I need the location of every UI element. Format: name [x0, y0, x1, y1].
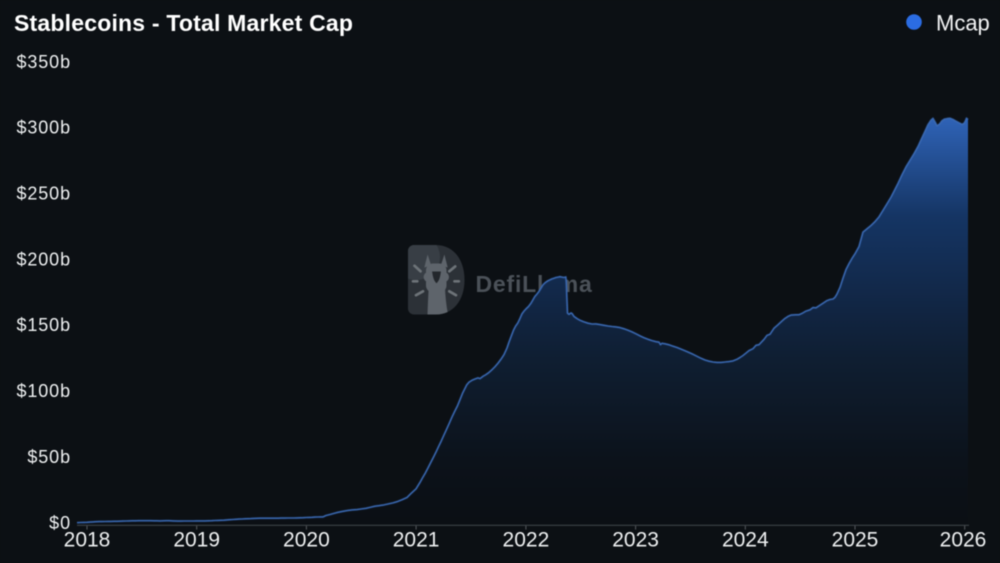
svg-text:2019: 2019 — [173, 528, 220, 551]
svg-text:2024: 2024 — [722, 528, 769, 551]
svg-text:$200b: $200b — [16, 249, 71, 269]
svg-text:$100b: $100b — [16, 381, 71, 401]
svg-text:$0: $0 — [49, 513, 71, 533]
svg-text:2023: 2023 — [612, 528, 659, 551]
svg-text:2022: 2022 — [503, 528, 550, 551]
svg-text:$350b: $350b — [16, 52, 71, 72]
svg-text:2020: 2020 — [283, 528, 330, 551]
svg-text:$250b: $250b — [16, 184, 71, 204]
svg-text:Mcap: Mcap — [936, 11, 990, 36]
svg-text:DefiLlama: DefiLlama — [476, 271, 593, 297]
svg-text:2026: 2026 — [940, 528, 987, 551]
svg-text:2021: 2021 — [393, 528, 440, 551]
svg-text:$300b: $300b — [16, 118, 71, 138]
svg-text:$150b: $150b — [16, 315, 71, 335]
svg-text:$50b: $50b — [27, 447, 71, 467]
svg-text:Stablecoins - Total Market Cap: Stablecoins - Total Market Cap — [14, 10, 353, 36]
svg-text:2025: 2025 — [832, 528, 879, 551]
svg-text:2018: 2018 — [64, 528, 111, 551]
